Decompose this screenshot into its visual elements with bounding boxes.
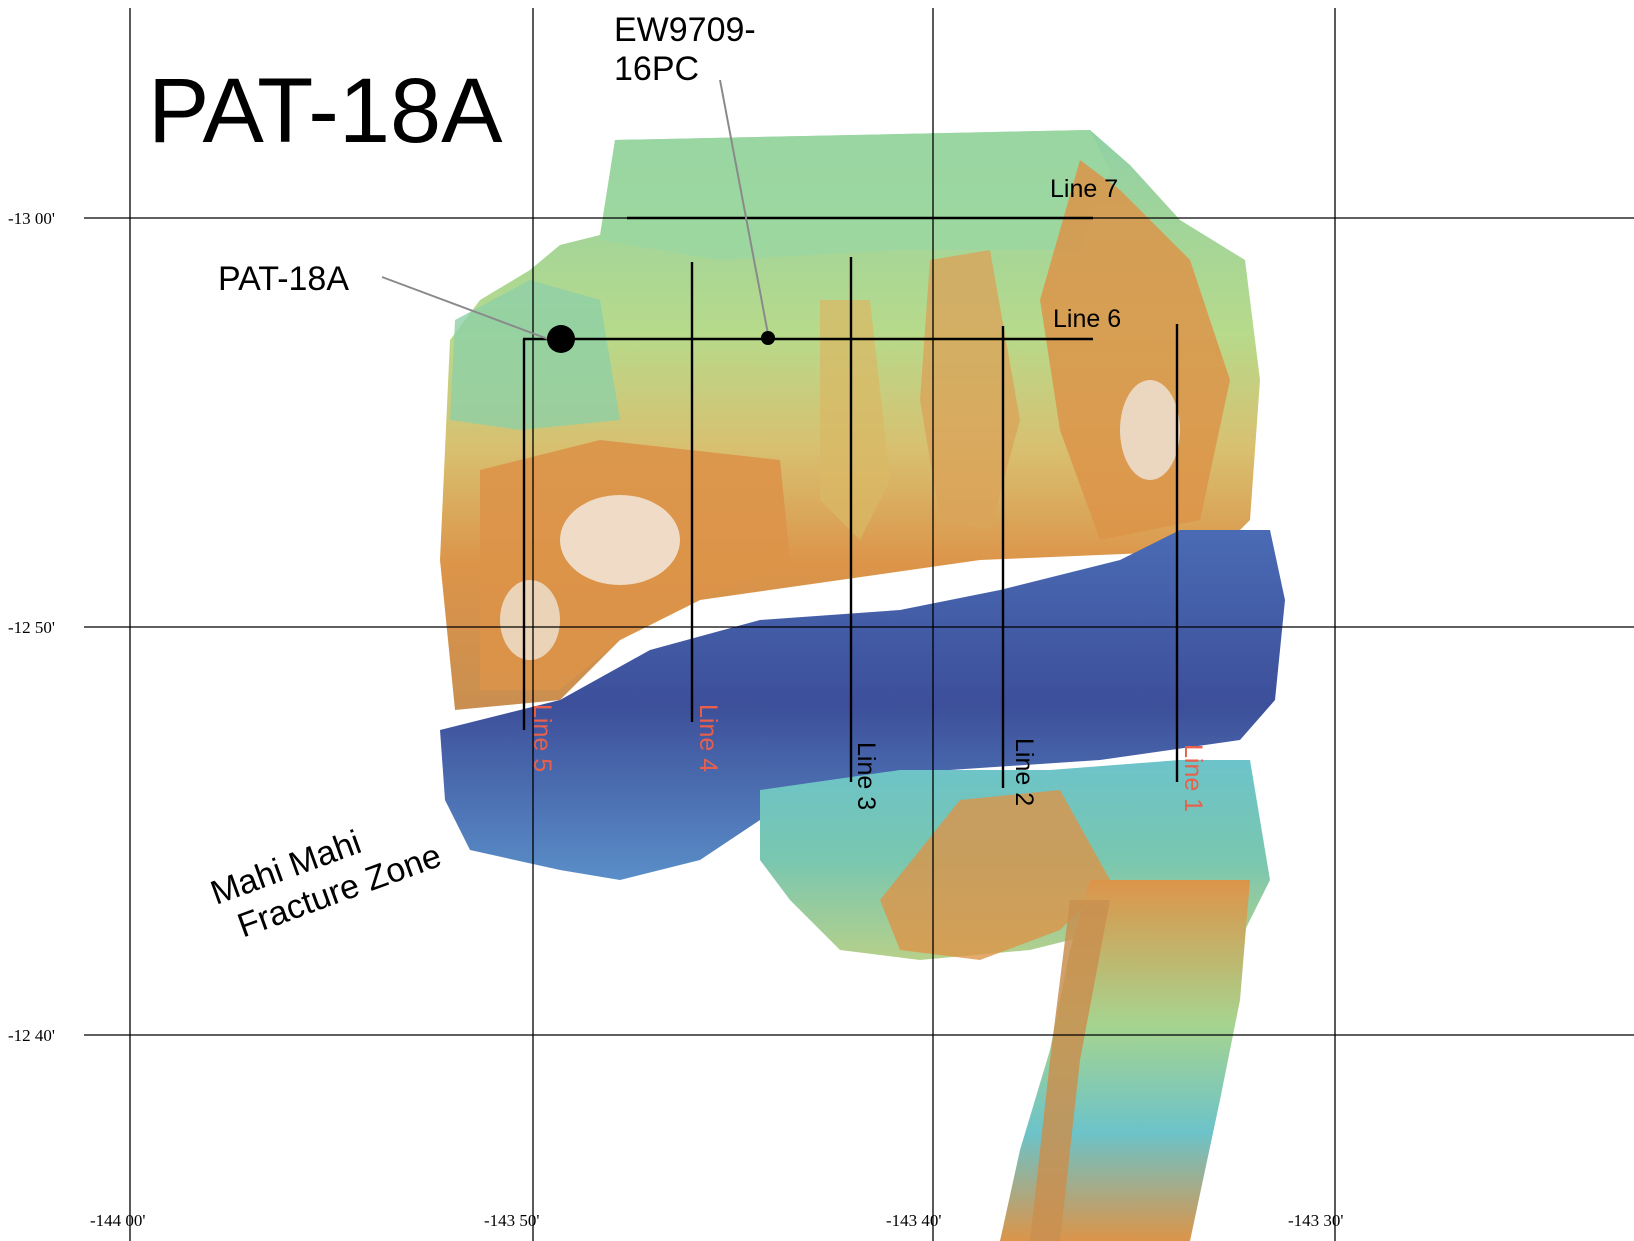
line-6-label: Line 6 (1053, 305, 1121, 333)
southern-ridge (880, 790, 1110, 960)
survey-lines: Line 7 Line 6 Line 5 Line 4 Line 3 Line … (522, 175, 1207, 812)
ridge-center-streak (920, 250, 1020, 530)
lat-tick-label: -12 40' (8, 1026, 55, 1045)
lon-tick-label: -143 50' (484, 1211, 539, 1230)
summit-east (1120, 380, 1180, 480)
line-5-label: Line 5 (528, 704, 556, 772)
summit-west (560, 495, 680, 585)
core-leader (719, 79, 769, 335)
lon-tick-label: -144 00' (90, 1211, 145, 1230)
fracture-trough (440, 530, 1285, 880)
line-3-label: Line 3 (852, 742, 880, 810)
pat-18a-marker (547, 325, 575, 353)
north-band (600, 130, 1110, 260)
bathymetry-surface (440, 130, 1285, 1241)
core-callout-line2: 16PC (614, 50, 699, 88)
site-markers: PAT-18A EW9709- 16PC (218, 11, 775, 353)
ridge-east (1040, 160, 1230, 540)
lon-tick-label: -143 40' (886, 1211, 941, 1230)
core-marker (761, 331, 775, 345)
line-7-label: Line 7 (1050, 175, 1118, 203)
graticule: -13 00' -12 50' -12 40' -144 00' -143 50… (8, 8, 1634, 1241)
map-title: PAT-18A (148, 60, 503, 162)
pat-18a-leader (381, 276, 549, 340)
lat-tick-label: -12 50' (8, 618, 55, 637)
line-4-label: Line 4 (694, 704, 722, 772)
lat-tick-label: -13 00' (8, 209, 55, 228)
southern-tail-ridge (1030, 900, 1110, 1241)
ridge-center-streak-2 (820, 300, 890, 540)
line-1-label: Line 1 (1179, 744, 1207, 812)
western-cap (450, 280, 620, 430)
pat-18a-callout: PAT-18A (218, 260, 349, 298)
core-callout-line1: EW9709- (614, 11, 756, 49)
lon-tick-label: -143 30' (1288, 1211, 1343, 1230)
summit-west-2 (500, 580, 560, 660)
line-2-label: Line 2 (1010, 738, 1038, 806)
fracture-zone-label: Mahi Mahi Fracture Zone (206, 823, 446, 945)
